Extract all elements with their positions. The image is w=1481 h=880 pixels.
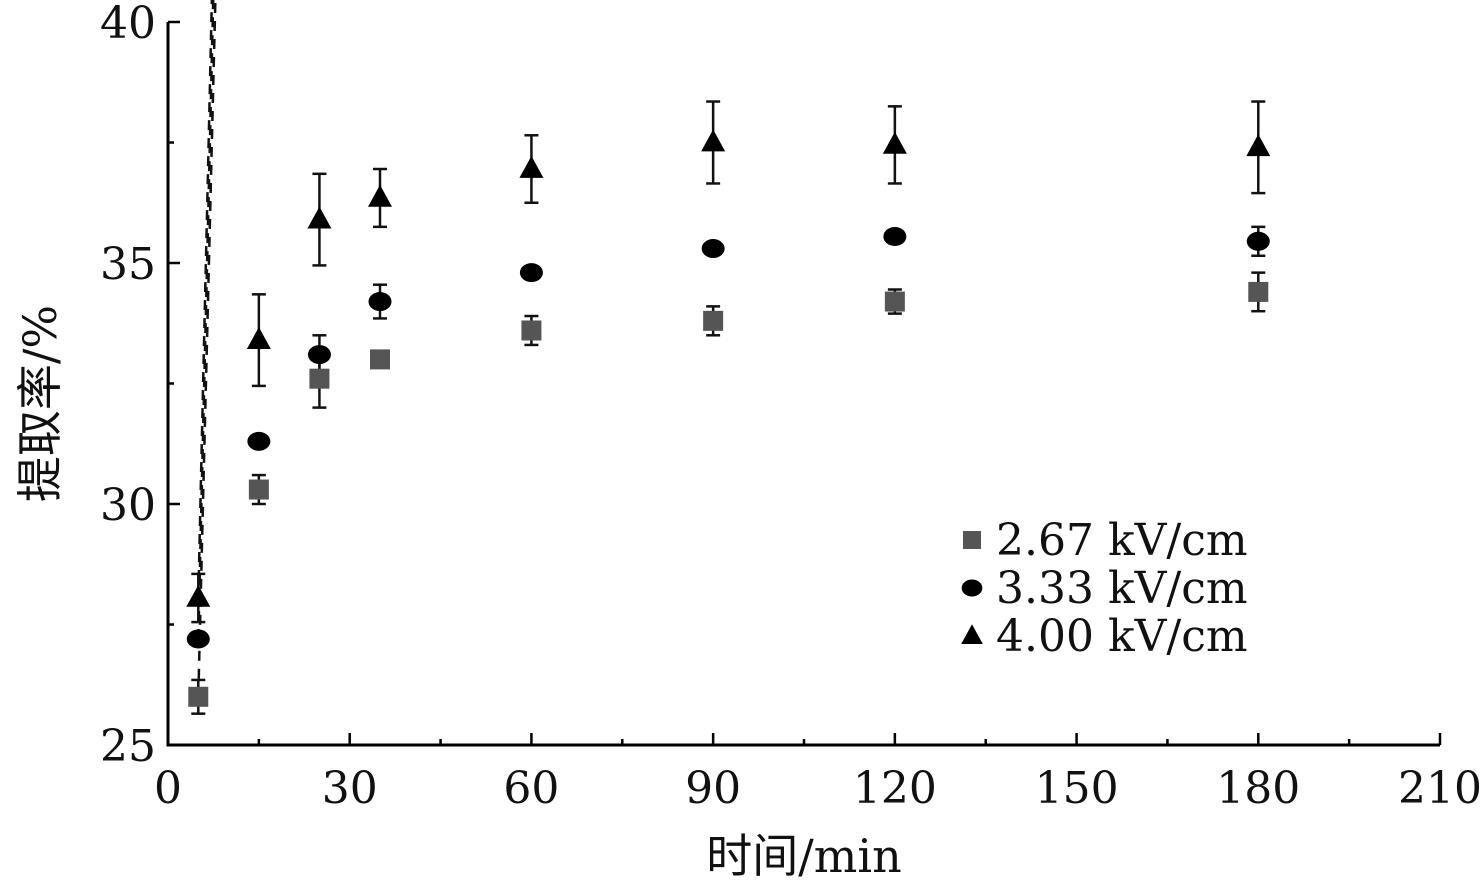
square-marker (521, 320, 542, 341)
triangle-marker (961, 624, 983, 644)
square-marker (188, 686, 209, 707)
legend-label: 2.67 kV/cm (996, 515, 1248, 566)
y-ticks: 25 30 35 40 (100, 0, 180, 772)
y-tick-label: 30 (100, 480, 156, 531)
square-marker (703, 310, 724, 331)
square-marker (884, 291, 905, 312)
circle-marker (519, 263, 543, 283)
circle-marker (883, 226, 907, 246)
x-tick-label: 90 (685, 763, 741, 814)
circle-marker (961, 579, 983, 597)
square-marker (309, 368, 330, 389)
triangle-marker (307, 206, 332, 229)
circle-marker (368, 292, 392, 312)
x-tick-label: 210 (1398, 763, 1481, 814)
circle-marker (247, 431, 271, 451)
x-tick-label: 0 (154, 763, 182, 814)
y-tick-label: 25 (100, 721, 156, 772)
legend-label: 3.33 kV/cm (996, 563, 1248, 614)
x-axis-title: 时间/min (706, 829, 901, 880)
x-tick-label: 120 (853, 763, 937, 814)
data-markers (186, 129, 1271, 707)
x-tick-label: 150 (1035, 763, 1119, 814)
triangle-marker (1246, 134, 1271, 157)
axis-frame (166, 22, 1440, 747)
x-tick-label: 180 (1216, 763, 1300, 814)
y-tick-label: 35 (100, 239, 156, 290)
legend-label: 4.00 kV/cm (996, 611, 1248, 662)
triangle-marker (701, 129, 726, 152)
triangle-marker (186, 584, 211, 607)
x-tick-label: 60 (503, 763, 559, 814)
circle-marker (701, 239, 725, 259)
axes: 0 30 60 90 120 150 180 210 25 30 35 40 (100, 0, 1481, 814)
y-tick-label: 40 (100, 0, 156, 49)
square-marker (248, 479, 269, 500)
triangle-marker (519, 155, 544, 178)
circle-marker (1246, 231, 1270, 251)
legend: 2.67 kV/cm3.33 kV/cm4.00 kV/cm (961, 515, 1248, 662)
triangle-marker (882, 131, 907, 154)
circle-marker (307, 345, 331, 365)
triangle-marker (368, 184, 392, 207)
square-marker (370, 349, 390, 370)
square-marker (963, 531, 981, 549)
x-ticks: 0 30 60 90 120 150 180 210 (154, 733, 1481, 814)
fit-line (197, 0, 214, 599)
x-tick-label: 30 (322, 763, 378, 814)
triangle-marker (246, 327, 271, 349)
square-marker (1248, 281, 1269, 302)
circle-marker (186, 629, 210, 649)
y-axis-title: 提取率/% (13, 305, 67, 502)
